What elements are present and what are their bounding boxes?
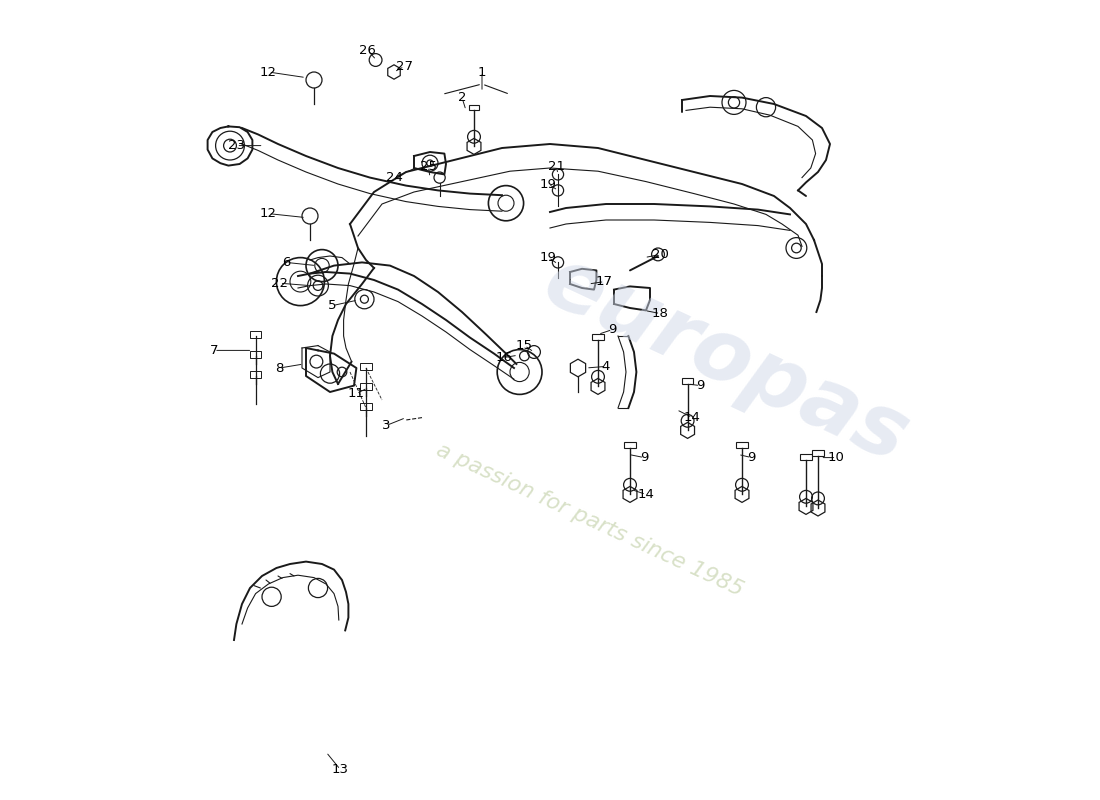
Bar — [736, 442, 748, 448]
Text: 22: 22 — [271, 277, 288, 290]
Bar — [801, 454, 812, 460]
Text: 19: 19 — [540, 251, 557, 264]
Text: 3: 3 — [382, 419, 390, 432]
Text: 17: 17 — [596, 275, 613, 288]
Text: 14: 14 — [638, 488, 654, 501]
Text: 27: 27 — [396, 60, 412, 73]
Text: 23: 23 — [228, 139, 245, 152]
Text: 4: 4 — [602, 360, 610, 373]
Text: 1: 1 — [477, 66, 486, 78]
Bar — [593, 334, 604, 340]
Text: a passion for parts since 1985: a passion for parts since 1985 — [433, 440, 747, 600]
Text: 7: 7 — [210, 344, 218, 357]
Bar — [361, 403, 372, 410]
Bar — [813, 450, 824, 456]
Text: europas: europas — [530, 239, 922, 481]
Text: 12: 12 — [260, 66, 277, 78]
Text: 19: 19 — [540, 178, 557, 190]
Text: 8: 8 — [275, 362, 284, 374]
Bar — [250, 351, 261, 358]
Text: 13: 13 — [332, 763, 349, 776]
Text: 11: 11 — [348, 387, 365, 400]
Text: 9: 9 — [608, 323, 617, 336]
Text: 9: 9 — [640, 451, 649, 464]
Text: 16: 16 — [495, 351, 512, 364]
Text: 9: 9 — [747, 451, 756, 464]
Text: 15: 15 — [516, 339, 532, 352]
Text: 24: 24 — [386, 171, 403, 184]
Text: 2: 2 — [458, 91, 466, 104]
Text: 21: 21 — [548, 160, 565, 173]
Text: 18: 18 — [652, 307, 669, 320]
Text: 5: 5 — [328, 299, 337, 312]
Bar — [469, 106, 480, 110]
Text: 10: 10 — [828, 451, 845, 464]
Bar — [250, 371, 261, 378]
Text: 6: 6 — [282, 256, 290, 269]
Bar — [682, 378, 693, 384]
Bar — [361, 363, 372, 370]
Text: 14: 14 — [684, 411, 701, 424]
Bar — [250, 331, 261, 338]
Bar — [361, 383, 372, 390]
Bar — [625, 442, 636, 448]
Text: 26: 26 — [360, 44, 376, 57]
Text: 9: 9 — [696, 379, 705, 392]
Text: 20: 20 — [652, 248, 669, 261]
Text: 12: 12 — [260, 207, 277, 220]
Text: 25: 25 — [420, 160, 437, 173]
